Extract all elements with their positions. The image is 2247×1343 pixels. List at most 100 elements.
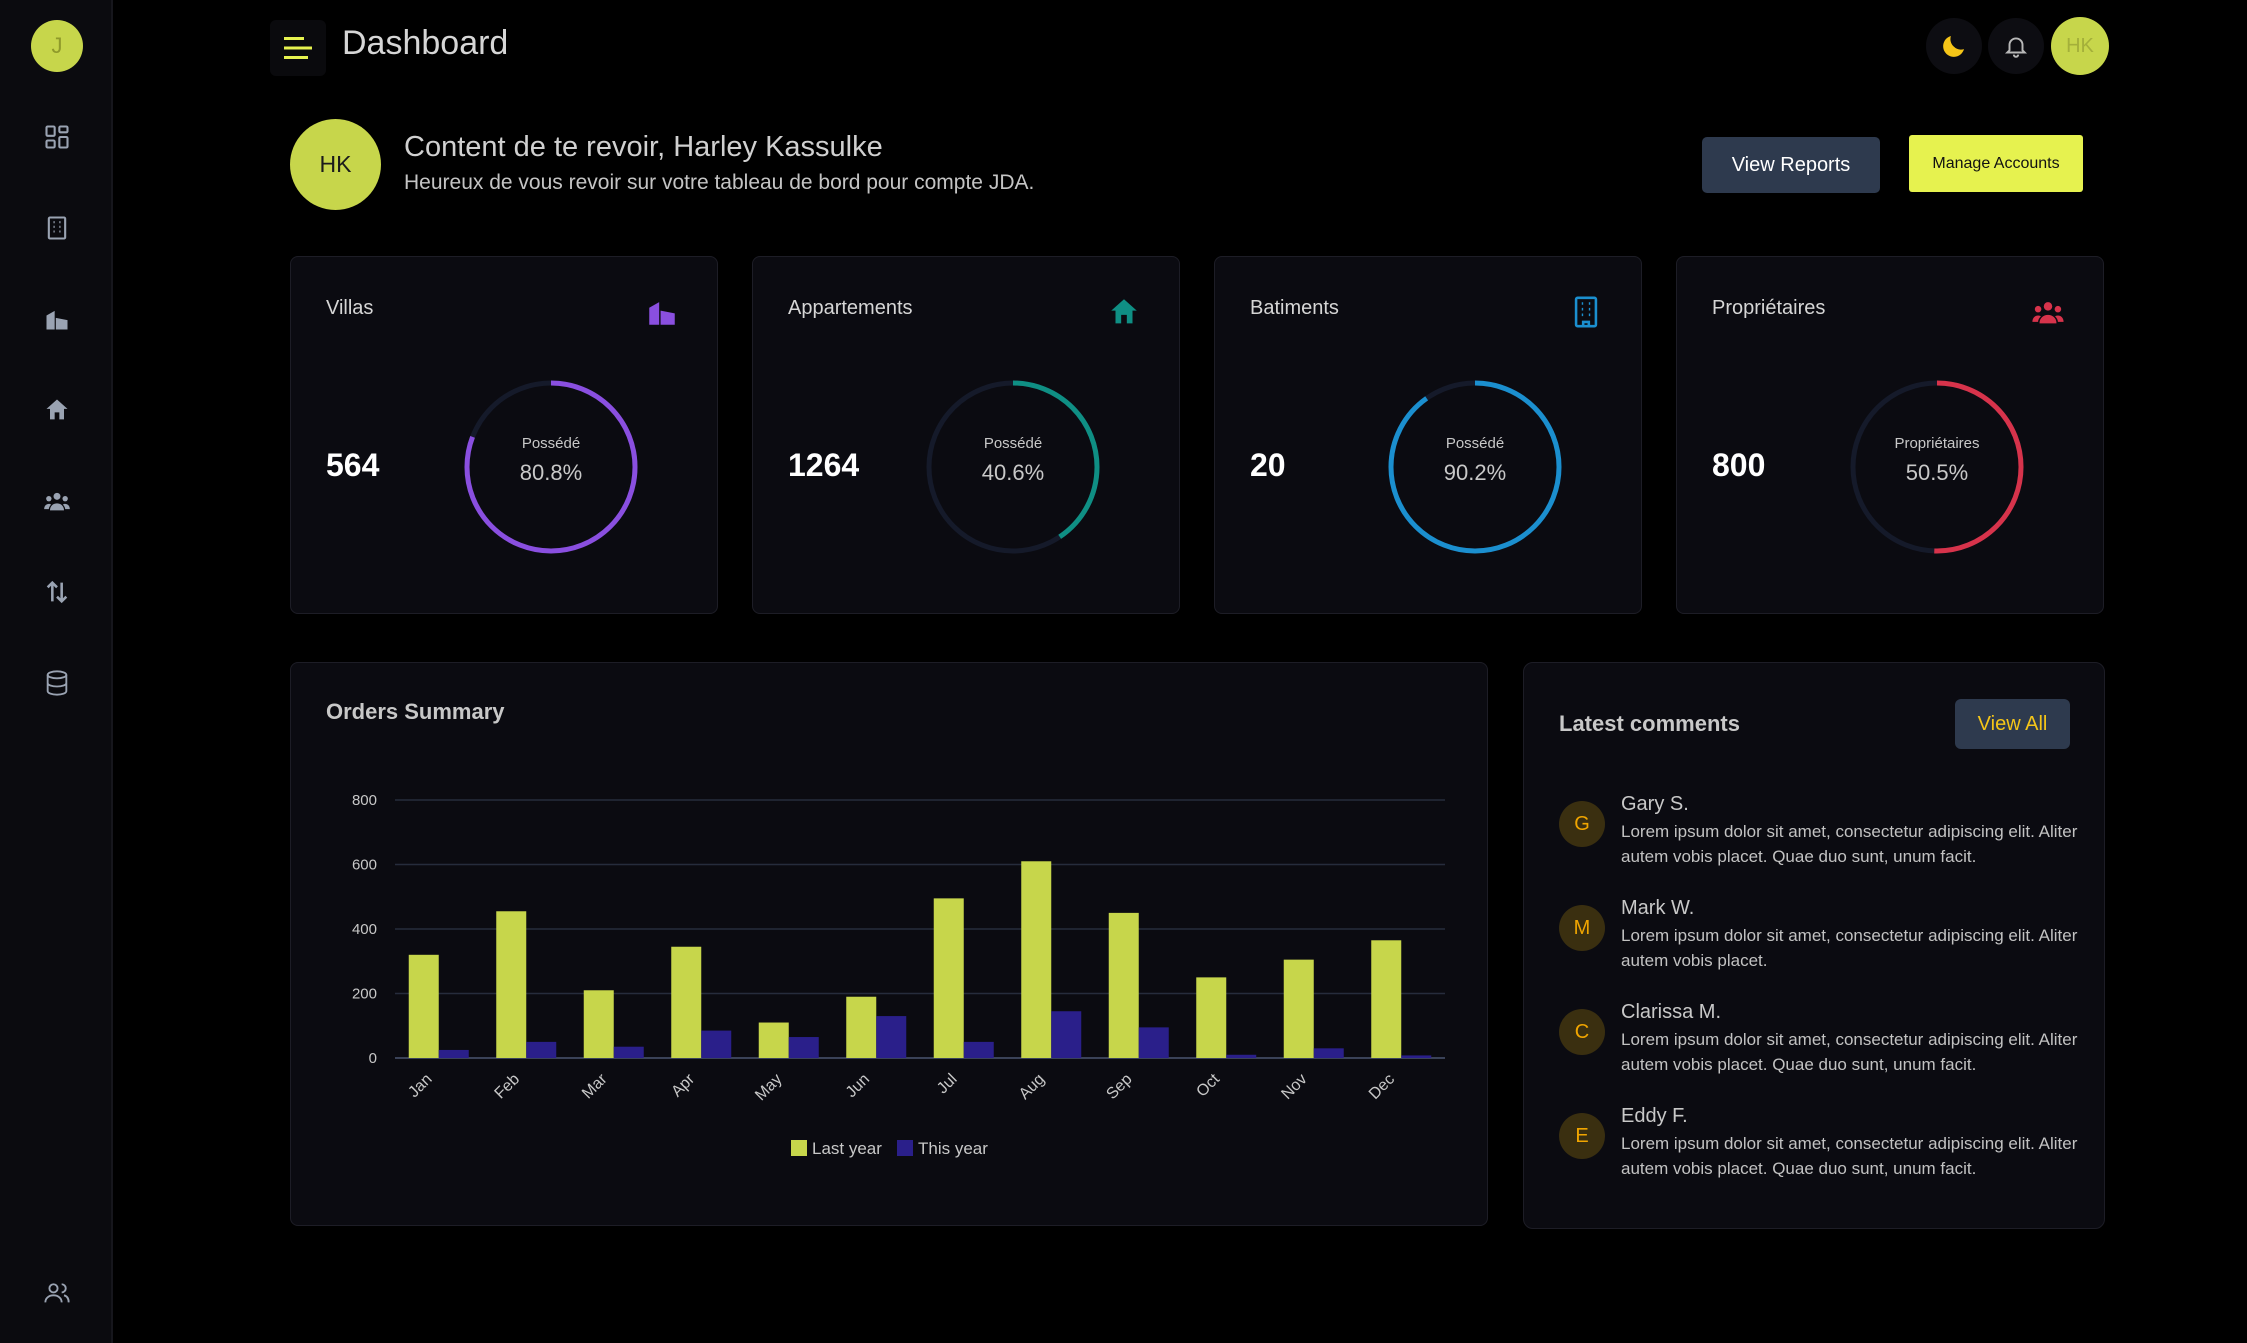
comment-text: Lorem ipsum dolor sit amet, consectetur … xyxy=(1621,822,2078,866)
view-reports-button[interactable]: View Reports xyxy=(1702,137,1880,193)
building-icon xyxy=(1574,296,1598,328)
dashboard-grid-icon[interactable] xyxy=(40,120,74,154)
bar-last-year xyxy=(408,954,439,1058)
manage-accounts-button[interactable]: Manage Accounts xyxy=(1909,135,2083,192)
bar-last-year xyxy=(846,996,877,1058)
stat-title: Villas xyxy=(326,297,374,319)
comment-author: Eddy F. xyxy=(1621,1105,1688,1127)
bar-this-year xyxy=(701,1030,732,1058)
x-tick-label: May xyxy=(752,1071,785,1104)
stat-value: 20 xyxy=(1250,447,1286,483)
x-tick-label: Sep xyxy=(1103,1071,1135,1103)
bar-last-year xyxy=(496,911,527,1058)
comment-author: Clarissa M. xyxy=(1621,1001,1722,1023)
latest-comments-card: Latest comments View All G Gary S. Lorem… xyxy=(1523,662,2105,1229)
stat-title: Batiments xyxy=(1250,297,1339,319)
comment-item: E Eddy F. Lorem ipsum dolor sit amet, co… xyxy=(1559,1103,2079,1193)
sidebar: J xyxy=(0,0,113,1343)
sidebar-avatar[interactable]: J xyxy=(31,20,83,72)
comment-item: M Mark W. Lorem ipsum dolor sit amet, co… xyxy=(1559,895,2079,985)
stat-value: 1264 xyxy=(788,447,860,483)
home-icon[interactable] xyxy=(40,393,74,427)
home-icon xyxy=(1111,299,1137,324)
comments-title: Latest comments xyxy=(1559,711,1740,736)
ring-label: Propriétaires xyxy=(1894,435,1980,452)
ring-percent: 90.2% xyxy=(1443,460,1507,485)
comment-item: G Gary S. Lorem ipsum dolor sit amet, co… xyxy=(1559,791,2079,881)
stat-card-batiments: Batiments 20 Possédé 90.2% xyxy=(1214,256,1642,614)
x-tick-label: Apr xyxy=(668,1070,698,1100)
comment-avatar: E xyxy=(1559,1113,1605,1159)
stat-title: Appartements xyxy=(788,297,913,319)
y-tick-label: 800 xyxy=(352,792,377,809)
bar-this-year xyxy=(788,1037,819,1058)
stat-value: 564 xyxy=(326,447,380,483)
villa-icon[interactable] xyxy=(40,302,74,336)
villa-icon xyxy=(649,302,675,325)
bell-icon xyxy=(2004,37,2028,58)
y-tick-label: 200 xyxy=(352,986,377,1003)
theme-toggle-button[interactable] xyxy=(1926,18,1982,74)
bar-last-year xyxy=(583,990,614,1058)
database-icon[interactable] xyxy=(40,666,74,700)
x-tick-label: Feb xyxy=(492,1071,524,1103)
welcome-title: Content de te revoir, Harley Kassulke xyxy=(404,131,883,163)
bar-this-year xyxy=(1313,1048,1344,1058)
bar-last-year xyxy=(1371,940,1402,1058)
bar-this-year xyxy=(876,1016,907,1058)
legend-label: This year xyxy=(918,1139,988,1158)
transfer-arrows-icon[interactable] xyxy=(40,575,74,609)
users-icon xyxy=(2032,302,2064,324)
stat-card-proprietaires: Propriétaires 800 Propriétaires 50.5% xyxy=(1676,256,2104,614)
ring-label: Possédé xyxy=(521,435,581,452)
ring-label: Possédé xyxy=(1445,435,1505,452)
x-tick-label: Jan xyxy=(405,1071,435,1101)
progress-ring xyxy=(1850,380,2024,554)
progress-ring xyxy=(464,380,638,554)
menu-icon xyxy=(284,37,312,59)
legend-label: Last year xyxy=(812,1139,882,1158)
comment-avatar: C xyxy=(1559,1009,1605,1055)
comment-avatar: M xyxy=(1559,905,1605,951)
ring-percent: 80.8% xyxy=(519,460,583,485)
view-all-button[interactable]: View All xyxy=(1955,699,2070,749)
ring-label: Possédé xyxy=(983,435,1043,452)
progress-arc xyxy=(1850,380,2024,554)
bar-last-year xyxy=(933,898,964,1058)
x-tick-label: Jul xyxy=(934,1071,960,1097)
comment-author: Mark W. xyxy=(1621,897,1695,919)
comment-text: Lorem ipsum dolor sit amet, consectetur … xyxy=(1621,926,2078,970)
stat-card-appartements: Appartements 1264 Possédé 40.6% xyxy=(752,256,1180,614)
comment-text: Lorem ipsum dolor sit amet, consectetur … xyxy=(1621,1134,2078,1178)
ring-percent: 50.5% xyxy=(1905,460,1969,485)
orders-summary-card: Orders Summary 0 200 400 600 800 Jan Feb Mar Apr… xyxy=(290,662,1488,1226)
progress-ring xyxy=(926,380,1100,554)
x-tick-label: Nov xyxy=(1278,1071,1310,1103)
user-group-icon[interactable] xyxy=(40,1276,74,1310)
bar-this-year xyxy=(1051,1011,1082,1058)
user-avatar[interactable]: HK xyxy=(2051,17,2109,75)
x-tick-label: Dec xyxy=(1366,1071,1398,1103)
comment-item: C Clarissa M. Lorem ipsum dolor sit amet… xyxy=(1559,999,2079,1089)
x-tick-label: Mar xyxy=(579,1070,611,1102)
bar-this-year xyxy=(963,1041,994,1058)
orders-bar-chart: 0 200 400 600 800 Jan Feb Mar Apr May Jun Jul Aug Sep… xyxy=(352,792,1445,1158)
bar-last-year xyxy=(671,946,702,1058)
menu-toggle-button[interactable] xyxy=(270,20,326,76)
legend-swatch xyxy=(897,1140,913,1156)
y-tick-label: 600 xyxy=(352,857,377,874)
building-icon[interactable] xyxy=(40,211,74,245)
bar-this-year xyxy=(1401,1055,1432,1058)
notifications-button[interactable] xyxy=(1988,18,2044,74)
stat-card-villas: Villas 564 Possédé 80.8% xyxy=(290,256,718,614)
stat-title: Propriétaires xyxy=(1712,297,1826,319)
bar-last-year xyxy=(758,1022,789,1058)
bar-last-year xyxy=(1196,977,1227,1058)
stat-value: 800 xyxy=(1712,447,1766,483)
welcome-avatar: HK xyxy=(290,119,381,210)
bar-last-year xyxy=(1021,861,1052,1058)
bar-this-year xyxy=(1138,1027,1169,1058)
bar-this-year xyxy=(438,1049,469,1058)
progress-ring xyxy=(1388,380,1562,554)
users-icon[interactable] xyxy=(40,484,74,518)
